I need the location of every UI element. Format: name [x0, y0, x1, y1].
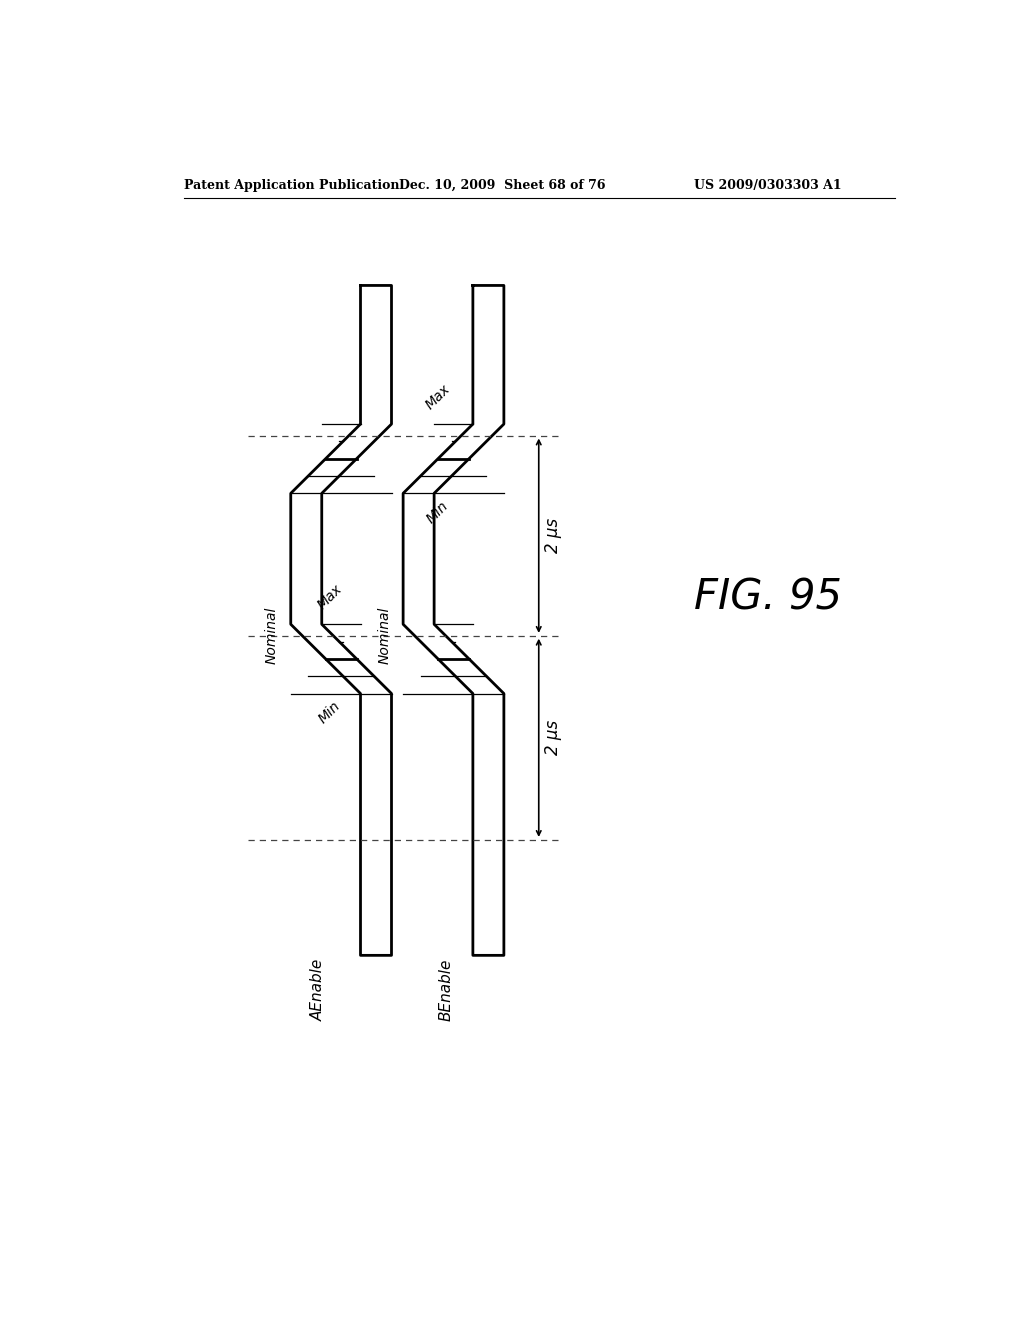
- Text: BEnable: BEnable: [438, 958, 454, 1022]
- Text: Patent Application Publication: Patent Application Publication: [183, 178, 399, 191]
- Text: Max: Max: [423, 381, 453, 412]
- Text: 2 μs: 2 μs: [544, 519, 562, 553]
- Text: Nominal: Nominal: [378, 607, 391, 664]
- Text: Min: Min: [424, 499, 452, 527]
- Text: Max: Max: [314, 582, 345, 612]
- Text: AEnable: AEnable: [310, 958, 326, 1022]
- Text: Min: Min: [315, 700, 343, 726]
- Text: FIG. 95: FIG. 95: [693, 577, 842, 618]
- Text: Dec. 10, 2009  Sheet 68 of 76: Dec. 10, 2009 Sheet 68 of 76: [399, 178, 606, 191]
- Text: 2 μs: 2 μs: [544, 721, 562, 755]
- Text: US 2009/0303303 A1: US 2009/0303303 A1: [693, 178, 842, 191]
- Text: Nominal: Nominal: [265, 607, 280, 664]
